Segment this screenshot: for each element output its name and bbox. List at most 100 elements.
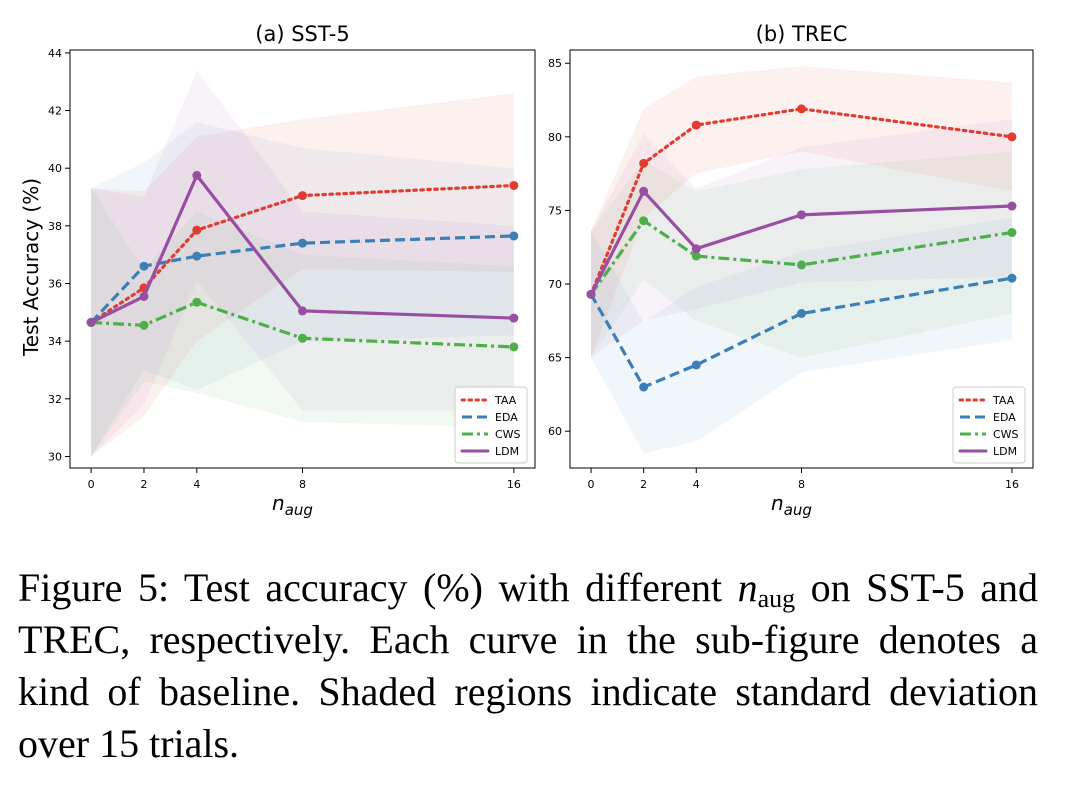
chart-title: (b) TREC xyxy=(756,22,848,46)
y-tick-label: 75 xyxy=(548,204,562,217)
point-eda-2 xyxy=(639,382,649,392)
y-tick-label: 34 xyxy=(48,335,62,348)
std-band-eda xyxy=(591,217,1012,454)
point-taa-8 xyxy=(797,104,806,114)
y-tick-label: 32 xyxy=(48,393,62,406)
std-band-ldm xyxy=(591,119,1012,358)
line-eda xyxy=(589,276,1013,389)
legend: TAA EDA CWS LDM xyxy=(952,386,1026,464)
point-cws-16 xyxy=(1007,228,1017,238)
x-tick-label: 2 xyxy=(140,478,147,491)
x-tick-label: 8 xyxy=(798,478,805,491)
y-axis-label: Test Accuracy (%) xyxy=(19,178,43,357)
point-cws-8 xyxy=(298,333,307,343)
legend-label-cws: CWS xyxy=(993,428,1019,441)
series-ldm xyxy=(586,186,1017,299)
y-tick-label: 36 xyxy=(48,278,62,291)
std-bands xyxy=(91,70,514,457)
point-ldm-16 xyxy=(1007,201,1017,211)
y-tick-label: 42 xyxy=(48,105,62,118)
x-axis-label: naug xyxy=(272,491,313,519)
line-eda xyxy=(89,234,514,324)
x-axis-label-sub: aug xyxy=(784,501,812,519)
point-ldm-2 xyxy=(139,291,149,301)
legend-label-taa: TAA xyxy=(992,394,1015,407)
x-axis-label: naug xyxy=(771,491,812,519)
point-cws-8 xyxy=(797,260,806,270)
legend-label-cws: CWS xyxy=(495,428,521,441)
point-ldm-0 xyxy=(86,317,96,327)
point-eda-4 xyxy=(192,251,202,261)
x-tick-label: 2 xyxy=(640,478,647,491)
point-ldm-8 xyxy=(797,210,806,220)
x-axis-label-base: n xyxy=(272,491,285,515)
legend-label-eda: EDA xyxy=(495,411,518,424)
y-tick-label: 30 xyxy=(48,450,62,463)
x-tick-label: 4 xyxy=(693,478,700,491)
x-tick-label: 16 xyxy=(1005,478,1019,491)
point-cws-4 xyxy=(691,251,701,261)
legend-box xyxy=(952,386,1026,464)
y-tick-label: 70 xyxy=(548,278,562,291)
subplot-trec: 0 2 4 8 16 60 65 70 75 80 85 (b) TREC naug TAA EDA CWS L… xyxy=(548,22,1034,519)
point-taa-8 xyxy=(298,191,307,201)
caption-math-sub: aug xyxy=(757,584,796,613)
y-tick-label: 40 xyxy=(48,162,62,175)
legend: TAA EDA CWS LDM xyxy=(454,386,528,464)
point-eda-8 xyxy=(797,308,806,318)
std-band-taa xyxy=(91,93,514,457)
legend-label-taa: TAA xyxy=(494,394,517,407)
point-eda-8 xyxy=(298,238,307,248)
std-band-cws xyxy=(591,151,1012,358)
point-cws-4 xyxy=(192,297,202,307)
point-taa-4 xyxy=(691,120,701,130)
x-tick-label: 0 xyxy=(88,478,95,491)
series-ldm xyxy=(86,170,519,327)
x-axis-label-base: n xyxy=(771,491,784,515)
point-cws-2 xyxy=(639,216,649,226)
subplot-sst5: 0 2 4 8 16 30 32 34 36 38 40 42 44 (a) SST-5 naug Test … xyxy=(19,22,536,519)
chart-title: (a) SST-5 xyxy=(255,22,349,46)
std-band-ldm xyxy=(91,70,514,457)
point-ldm-4 xyxy=(691,244,701,254)
point-eda-16 xyxy=(509,231,519,241)
x-tick-label: 0 xyxy=(588,478,595,491)
std-bands xyxy=(591,66,1012,454)
caption-prefix: Figure 5: Test accuracy (%) with differe… xyxy=(18,565,738,610)
figure-caption: Figure 5: Test accuracy (%) with differe… xyxy=(18,562,1038,770)
x-tick-label: 16 xyxy=(507,478,521,491)
caption-math-n: naug xyxy=(737,565,796,613)
point-eda-2 xyxy=(139,261,149,271)
x-axis-label-sub: aug xyxy=(285,501,313,519)
caption-math-base: n xyxy=(737,565,758,610)
y-tick-label: 60 xyxy=(548,425,562,438)
std-band-taa xyxy=(591,66,1012,358)
point-taa-16 xyxy=(509,180,519,190)
point-cws-16 xyxy=(509,342,519,352)
caption-suffix: on SST-5 and TREC, respectively. Each cu… xyxy=(18,565,1038,766)
legend-box xyxy=(454,386,528,464)
point-eda-4 xyxy=(691,360,701,370)
point-cws-2 xyxy=(139,320,149,330)
point-ldm-8 xyxy=(298,306,307,316)
y-tick-label: 44 xyxy=(48,47,62,60)
point-ldm-0 xyxy=(586,289,596,299)
point-ldm-16 xyxy=(509,313,519,323)
point-taa-4 xyxy=(192,225,202,235)
x-tick-label: 8 xyxy=(299,478,306,491)
legend-label-eda: EDA xyxy=(993,411,1016,424)
std-band-eda xyxy=(91,122,514,457)
y-tick-label: 65 xyxy=(548,352,562,365)
x-tick-label: 4 xyxy=(193,478,200,491)
legend-label-ldm: LDM xyxy=(495,445,519,458)
point-ldm-4 xyxy=(192,170,202,180)
y-tick-label: 38 xyxy=(48,220,62,233)
point-ldm-2 xyxy=(639,186,649,196)
y-tick-label: 80 xyxy=(548,131,562,144)
series-taa xyxy=(586,104,1017,299)
point-taa-2 xyxy=(639,158,649,168)
series-eda xyxy=(586,273,1017,392)
point-eda-16 xyxy=(1007,273,1017,283)
point-taa-16 xyxy=(1007,132,1017,142)
